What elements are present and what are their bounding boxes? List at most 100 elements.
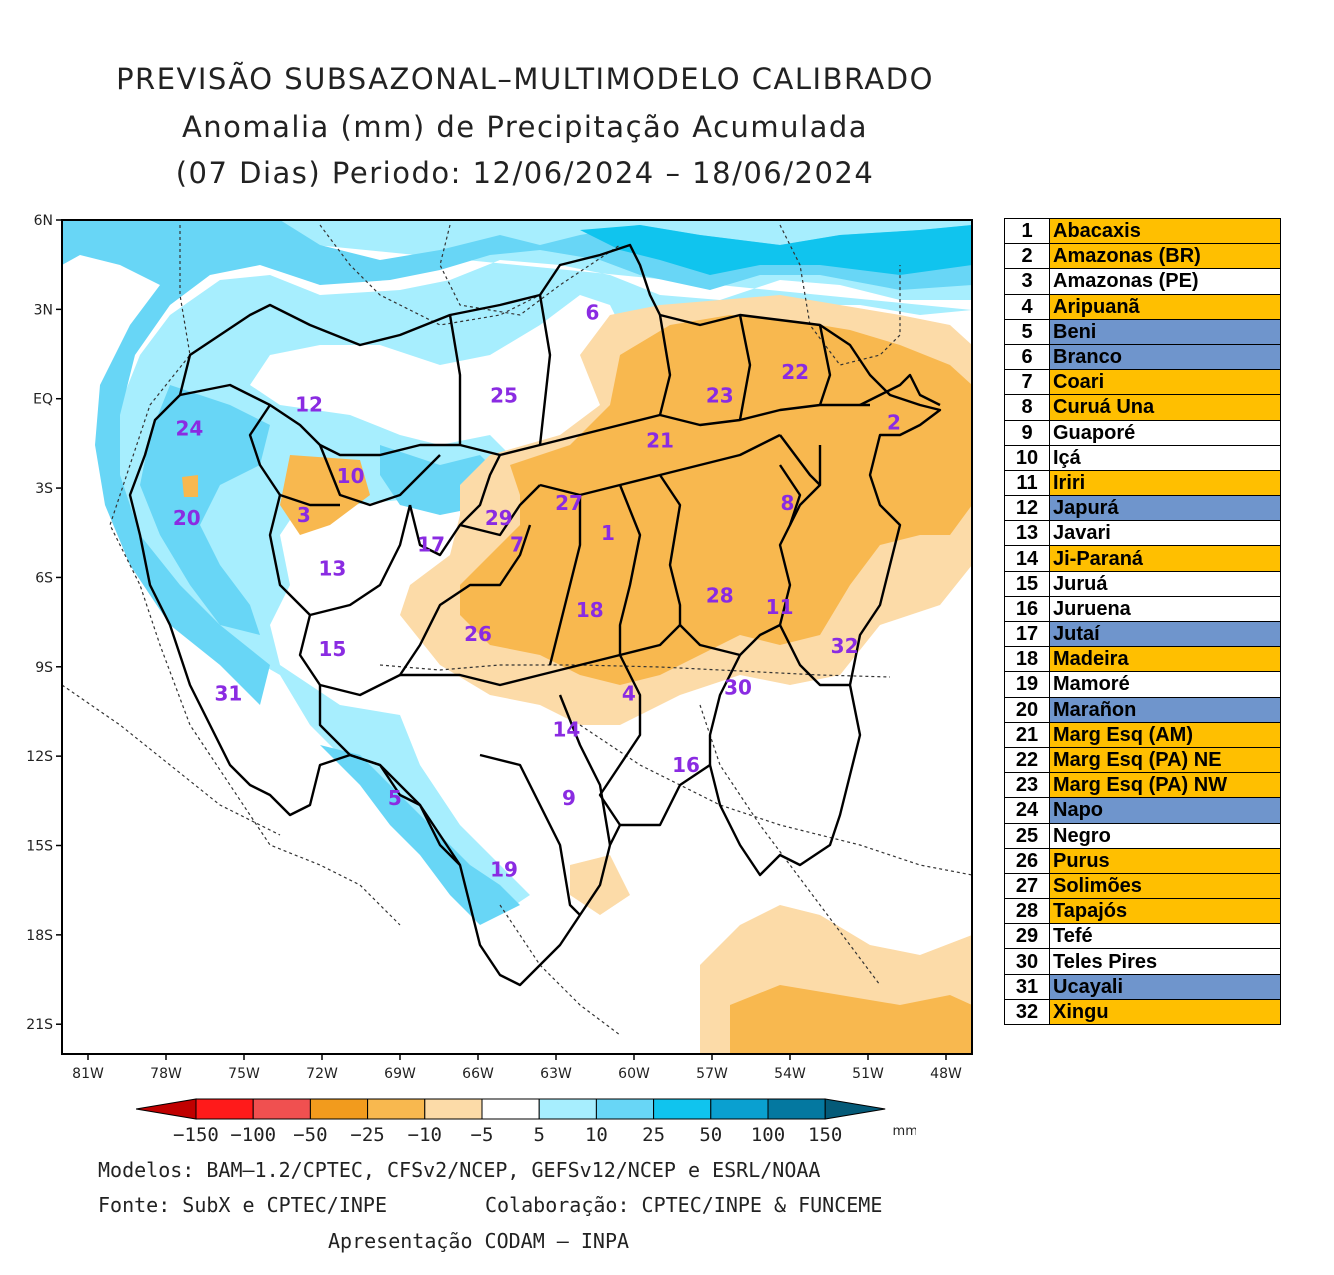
legend-row: 24 Napo: [1004, 797, 1281, 824]
colorbar-segment: [767, 1098, 826, 1120]
colorbar-segment: [195, 1098, 254, 1120]
basin-number-13: 13: [318, 556, 346, 580]
colorbar-label: −25: [350, 1124, 384, 1146]
basin-outlines: [128, 243, 942, 987]
colorbar-segment: [424, 1098, 483, 1120]
legend-basin-name: Amazonas (BR): [1049, 243, 1281, 270]
anomaly-field: [62, 220, 972, 1054]
legend-row: 10 Içá: [1004, 444, 1281, 471]
basin-legend-table: 1 Abacaxis 2 Amazonas (BR) 3 Amazonas (PE) 4 Ar…: [1004, 217, 1281, 1026]
legend-basin-name: Negro: [1049, 822, 1281, 849]
colorbar-segment: [710, 1098, 769, 1120]
title-line-3: (07 Dias) Periodo: 12/06/2024 – 18/06/20…: [175, 156, 875, 190]
legend-row: 9 Guaporé: [1004, 419, 1281, 446]
colorbar-label: 150: [808, 1124, 842, 1146]
basin-number-labels: 1234567891011121314151617181920212223242…: [173, 300, 901, 881]
colorbar-segment: [367, 1098, 426, 1120]
basin-number-19: 19: [490, 857, 518, 881]
legend-number: 10: [1004, 444, 1050, 471]
legend-number: 20: [1004, 696, 1050, 723]
legend-number: 12: [1004, 495, 1050, 522]
basin-number-31: 31: [214, 682, 242, 706]
basin-number-18: 18: [576, 598, 604, 622]
basin-number-16: 16: [672, 753, 700, 777]
legend-basin-name: Aripuanã: [1049, 293, 1281, 320]
lon-tick-label: 78W: [150, 1066, 182, 1082]
legend-number: 18: [1004, 646, 1050, 673]
country-borders: [62, 224, 972, 1036]
colorbar-label: 10: [585, 1124, 608, 1146]
lat-tick-label: 18S: [26, 928, 53, 944]
legend-basin-name: Amazonas (PE): [1049, 268, 1281, 295]
basin-number-11: 11: [766, 595, 794, 619]
legend-number: 27: [1004, 872, 1050, 900]
lon-tick-label: 57W: [696, 1066, 728, 1082]
legend-number: 30: [1004, 948, 1050, 975]
basin-number-17: 17: [417, 533, 445, 557]
legend-row: 1 Abacaxis: [1004, 217, 1281, 245]
legend-basin-name: Japurá: [1049, 495, 1281, 522]
legend-row: 15 Juruá: [1004, 570, 1281, 597]
legend-number: 32: [1004, 998, 1050, 1026]
legend-row: 17 Jutaí: [1004, 620, 1281, 648]
legend-number: 4: [1004, 293, 1050, 320]
colorbar-unit: mm: [893, 1124, 916, 1139]
legend-basin-name: Marg Esq (AM): [1049, 721, 1281, 748]
legend-row: 6 Branco: [1004, 343, 1281, 371]
legend-number: 11: [1004, 469, 1050, 497]
wet-area-west: [140, 385, 270, 635]
basin-number-2: 2: [887, 411, 901, 435]
legend-row: 16 Juruena: [1004, 595, 1281, 623]
basin-number-1: 1: [601, 521, 615, 545]
legend-row: 32 Xingu: [1004, 998, 1281, 1026]
longitude-axis: 81W 78W 75W 72W 69W 66W 63W 60W 57W 54W 51W 48W: [72, 1054, 962, 1082]
legend-row: 3 Amazonas (PE): [1004, 268, 1281, 295]
basin-number-25: 25: [490, 384, 518, 408]
basin-number-5: 5: [388, 786, 402, 810]
legend-basin-name: Guaporé: [1049, 419, 1281, 446]
legend-basin-name: Tapajós: [1049, 898, 1281, 925]
lat-tick-label: 6N: [34, 213, 53, 229]
legend-number: 6: [1004, 343, 1050, 371]
legend-number: 31: [1004, 973, 1050, 1000]
footer-collaboration: Colaboração: CPTEC/INPE & FUNCEME: [485, 1193, 883, 1217]
legend-number: 28: [1004, 898, 1050, 925]
legend-row: 18 Madeira: [1004, 646, 1281, 673]
legend-number: 23: [1004, 772, 1050, 799]
basin-number-23: 23: [706, 384, 734, 408]
colorbar-label: 25: [642, 1124, 665, 1146]
legend-basin-name: Solimões: [1049, 872, 1281, 900]
legend-row: 23 Marg Esq (PA) NW: [1004, 772, 1281, 799]
lon-tick-label: 81W: [72, 1066, 104, 1082]
legend-row: 26 Purus: [1004, 847, 1281, 874]
basin-number-30: 30: [724, 676, 752, 700]
legend-row: 4 Aripuanã: [1004, 293, 1281, 320]
legend-row: 19 Mamoré: [1004, 671, 1281, 698]
legend-basin-name: Coari: [1049, 369, 1281, 396]
lon-tick-label: 54W: [774, 1066, 806, 1082]
legend-number: 25: [1004, 822, 1050, 849]
legend-basin-name: Teles Pires: [1049, 948, 1281, 975]
basin-number-10: 10: [337, 464, 365, 488]
legend-number: 21: [1004, 721, 1050, 748]
legend-number: 9: [1004, 419, 1050, 446]
legend-row: 27 Solimões: [1004, 872, 1281, 900]
colorbar-segment: [309, 1098, 369, 1120]
legend-number: 14: [1004, 545, 1050, 572]
legend-basin-name: Ji-Paraná: [1049, 545, 1281, 572]
lat-tick-label: 3S: [35, 481, 53, 497]
legend-basin-name: Purus: [1049, 847, 1281, 874]
basin-number-6: 6: [585, 300, 599, 324]
legend-basin-name: Branco: [1049, 343, 1281, 371]
footer-models: Modelos: BAM–1.2/CPTEC, CFSv2/NCEP, GEFS…: [98, 1158, 821, 1182]
legend-basin-name: Juruá: [1049, 570, 1281, 597]
legend-number: 15: [1004, 570, 1050, 597]
lat-tick-label: 6S: [35, 570, 53, 586]
lon-tick-label: 48W: [930, 1066, 962, 1082]
lon-tick-label: 60W: [618, 1066, 650, 1082]
legend-basin-name: Abacaxis: [1049, 217, 1281, 245]
legend-basin-name: Marañon: [1049, 696, 1281, 723]
lon-tick-label: 51W: [852, 1066, 884, 1082]
legend-row: 7 Coari: [1004, 369, 1281, 396]
legend-number: 22: [1004, 746, 1050, 774]
